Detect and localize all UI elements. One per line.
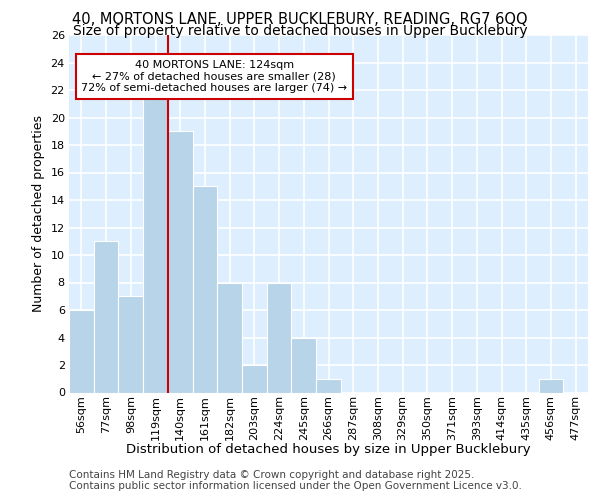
Bar xyxy=(69,310,94,392)
Bar xyxy=(94,242,118,392)
Bar xyxy=(267,282,292,393)
Text: Contains HM Land Registry data © Crown copyright and database right 2025.: Contains HM Land Registry data © Crown c… xyxy=(69,470,475,480)
Text: Distribution of detached houses by size in Upper Bucklebury: Distribution of detached houses by size … xyxy=(127,442,531,456)
Text: Contains public sector information licensed under the Open Government Licence v3: Contains public sector information licen… xyxy=(69,481,522,491)
Bar xyxy=(217,282,242,393)
Bar xyxy=(143,90,168,392)
Bar xyxy=(193,186,217,392)
Text: 40 MORTONS LANE: 124sqm
← 27% of detached houses are smaller (28)
72% of semi-de: 40 MORTONS LANE: 124sqm ← 27% of detache… xyxy=(81,60,347,93)
Bar xyxy=(292,338,316,392)
Bar xyxy=(316,379,341,392)
Bar xyxy=(118,296,143,392)
Bar xyxy=(539,379,563,392)
Bar xyxy=(242,365,267,392)
Bar xyxy=(168,132,193,392)
Text: 40, MORTONS LANE, UPPER BUCKLEBURY, READING, RG7 6QQ: 40, MORTONS LANE, UPPER BUCKLEBURY, READ… xyxy=(72,12,528,27)
Text: Size of property relative to detached houses in Upper Bucklebury: Size of property relative to detached ho… xyxy=(73,24,527,38)
Y-axis label: Number of detached properties: Number of detached properties xyxy=(32,116,45,312)
